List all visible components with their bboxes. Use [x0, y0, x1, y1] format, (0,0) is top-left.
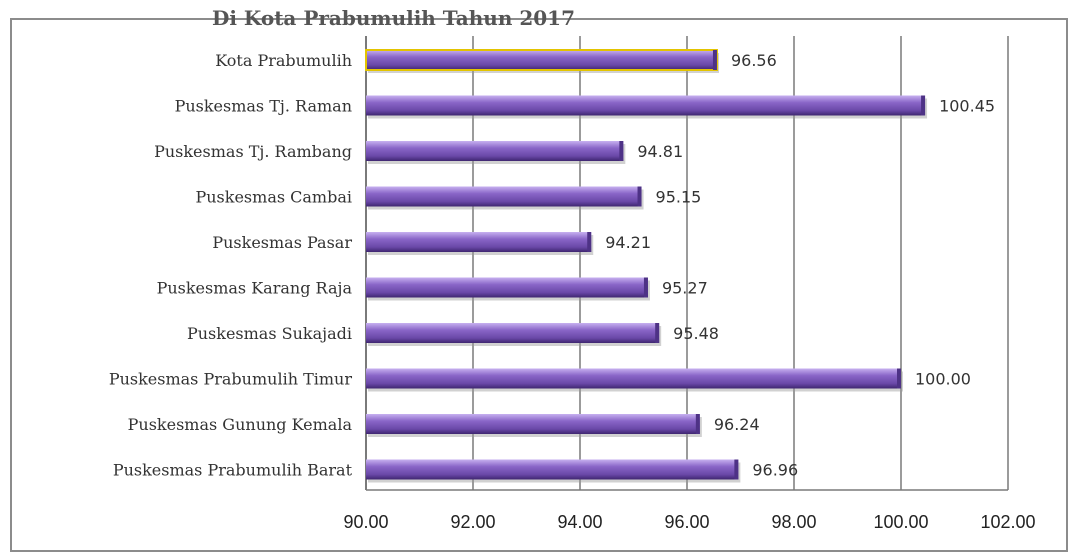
- category-label: Puskesmas Tj. Rambang: [154, 142, 352, 161]
- data-label: 95.15: [656, 188, 702, 207]
- bar-end-cap: [921, 95, 926, 116]
- x-tick-label: 100.00: [873, 512, 928, 532]
- category-label: Puskesmas Sukajadi: [187, 324, 352, 343]
- data-label: 95.27: [662, 279, 708, 298]
- x-tick-label: 98.00: [771, 512, 816, 532]
- bar: [366, 186, 642, 207]
- bar: [366, 368, 901, 389]
- bar: [366, 414, 700, 434]
- bar-end-cap: [655, 323, 660, 343]
- bar-end-cap: [734, 459, 739, 480]
- x-tick-label: 94.00: [557, 512, 602, 532]
- category-label: Puskesmas Pasar: [212, 233, 352, 252]
- category-label: Puskesmas Prabumulih Timur: [109, 370, 353, 389]
- category-label: Puskesmas Prabumulih Barat: [113, 461, 353, 480]
- bar-end-cap: [712, 50, 717, 70]
- category-label: Puskesmas Cambai: [195, 188, 352, 207]
- bar: [366, 95, 926, 116]
- bar: [366, 277, 648, 298]
- category-label: Puskesmas Tj. Raman: [175, 97, 352, 116]
- x-tick-label: 102.00: [980, 512, 1035, 532]
- bar-end-cap: [587, 232, 592, 252]
- data-label: 94.81: [637, 142, 683, 161]
- x-tick-label: 96.00: [664, 512, 709, 532]
- category-label: Puskesmas Gunung Kemala: [128, 415, 353, 434]
- bar-end-cap: [619, 141, 624, 161]
- data-label: 96.56: [731, 51, 777, 70]
- bar-end-cap: [637, 186, 642, 207]
- data-label: 95.48: [673, 324, 719, 343]
- category-label: Kota Prabumulih: [215, 51, 352, 70]
- data-label: 100.45: [939, 97, 995, 116]
- bar-end-cap: [643, 277, 648, 298]
- x-tick-label: 90.00: [343, 512, 388, 532]
- bar: [366, 141, 624, 161]
- chart-title: Di Kota Prabumulih Tahun 2017: [212, 6, 575, 30]
- bar: [366, 232, 592, 252]
- data-label: 100.00: [915, 370, 971, 389]
- x-tick-label: 92.00: [450, 512, 495, 532]
- bar: [365, 49, 718, 71]
- bar: [366, 459, 739, 480]
- bar-end-cap: [897, 368, 901, 389]
- bar: [366, 323, 660, 343]
- bar-end-cap: [695, 414, 700, 434]
- data-label: 96.24: [714, 415, 760, 434]
- data-label: 94.21: [605, 233, 651, 252]
- data-label: 96.96: [752, 461, 798, 480]
- category-label: Puskesmas Karang Raja: [157, 279, 353, 298]
